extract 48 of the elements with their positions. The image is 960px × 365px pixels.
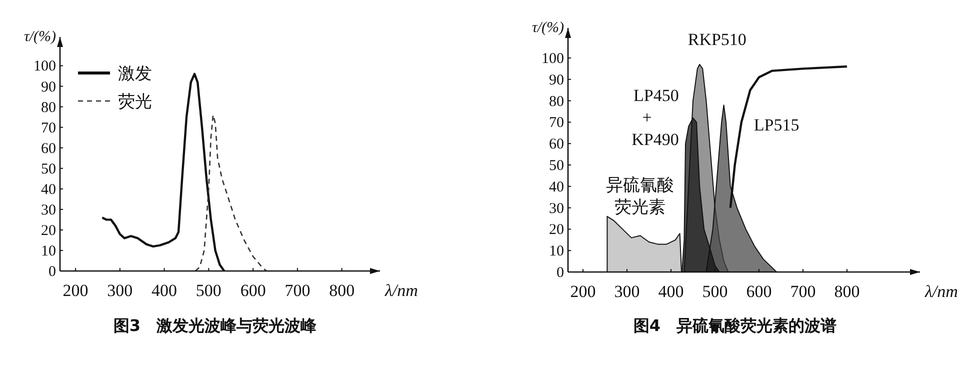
text: 图3 激发光波峰与荧光波峰 [113, 316, 318, 335]
y-tick-label: 0 [48, 264, 56, 280]
y-tick-label: 80 [41, 100, 56, 116]
x-tick-label: 800 [329, 281, 355, 300]
y-tick-label: 100 [542, 50, 564, 67]
y-tick-label: 70 [549, 115, 564, 132]
x-tick-label: 400 [152, 281, 178, 300]
y-tick-label: 60 [549, 136, 564, 153]
x-tick-label: 600 [240, 281, 266, 300]
y-tick-label: 90 [41, 79, 56, 96]
y-tick-label: 60 [41, 140, 56, 157]
x-tick-label: 500 [196, 281, 222, 300]
y-tick-label: 30 [41, 202, 56, 218]
y-tick-label: 50 [549, 158, 564, 174]
y-tick-label: 80 [549, 94, 564, 110]
x-axis-title: λ/nm [924, 282, 958, 301]
series-label: LP515 [754, 116, 800, 135]
y-tick-label: 90 [549, 72, 564, 88]
x-tick-label: 300 [107, 281, 133, 300]
x-tick-label: 200 [62, 281, 88, 300]
x-tick-label: 800 [834, 282, 860, 301]
y-tick-label: 40 [41, 182, 56, 198]
y-tick-label: 0 [556, 265, 564, 281]
series-label: LP450 + KP490 [632, 86, 679, 149]
x-tick-label: 700 [284, 281, 310, 300]
y-tick-label: 40 [549, 179, 564, 196]
y-tick-label: 100 [34, 58, 56, 75]
x-tick-label: 700 [790, 282, 816, 301]
y-tick-label: 20 [41, 222, 56, 239]
text: 图4 异硫氰酸荧光素的波谱 [633, 316, 837, 335]
y-axis-title: τ/(%) [532, 20, 564, 36]
x-axis-title: λ/nm [384, 281, 418, 300]
y-axis-title: τ/(%) [24, 29, 56, 45]
x-tick-label: 200 [570, 282, 596, 301]
y-tick-label: 20 [549, 222, 564, 238]
series-label: RKP510 [688, 30, 746, 50]
y-tick-label: 70 [41, 120, 56, 136]
x-tick-label: 500 [702, 282, 728, 301]
legend-label: 荧光 [118, 92, 152, 111]
legend-label: 激发 [118, 64, 152, 83]
y-tick-label: 10 [549, 244, 564, 260]
y-tick-label: 10 [41, 243, 56, 260]
y-tick-label: 30 [549, 200, 564, 217]
x-tick-label: 600 [746, 282, 772, 301]
x-tick-label: 400 [658, 282, 684, 301]
series-label: 异硫氰酸荧光素 [606, 176, 674, 217]
y-tick-label: 50 [41, 161, 56, 178]
x-tick-label: 300 [614, 282, 640, 301]
